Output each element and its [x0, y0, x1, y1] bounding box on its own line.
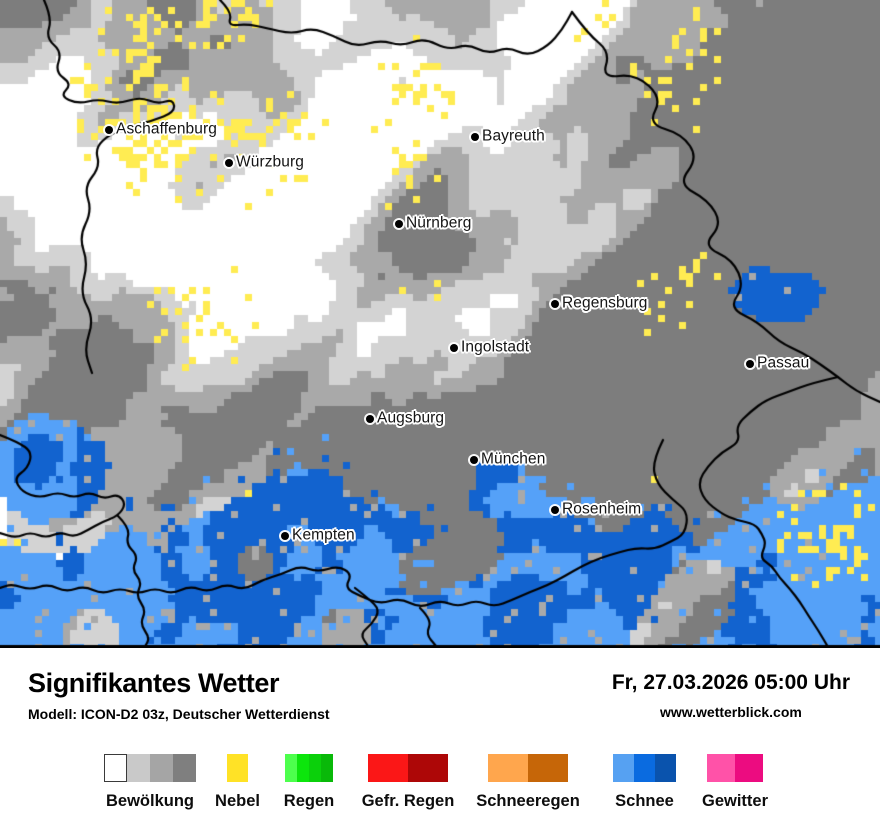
map-header: Signifikantes Wetter Modell: ICON-D2 03z… [28, 668, 850, 722]
city-label: Würzburg [236, 153, 304, 171]
city-label: Kempten [292, 526, 355, 544]
city-marker-aschaffenburg: Aschaffenburg [105, 120, 217, 137]
city-marker-rosenheim: Rosenheim [551, 500, 641, 517]
legend-swatch-row [285, 754, 333, 782]
weather-map-canvas [0, 0, 880, 648]
legend-swatch [408, 754, 448, 782]
legend-swatch [127, 754, 150, 782]
legend-swatch [104, 754, 127, 782]
header-left: Signifikantes Wetter Modell: ICON-D2 03z… [28, 668, 330, 722]
legend-label: Gefr. Regen [361, 792, 455, 810]
legend-swatch [309, 754, 321, 782]
legend-label: Gewitter [701, 792, 769, 810]
legend-swatch [707, 754, 735, 782]
legend-label: Bewölkung [105, 792, 195, 810]
legend-label: Schneeregen [476, 792, 580, 810]
legend-item-bewoelkung: Bewölkung [104, 754, 196, 810]
city-marker-kempten: Kempten [281, 526, 355, 543]
city-marker-regensburg: Regensburg [551, 294, 647, 311]
legend-swatch [227, 754, 248, 782]
legend: Bewölkung Nebel Regen Gefr. Regen Schneerege… [0, 754, 880, 824]
legend-item-schnee: Schnee [613, 754, 676, 810]
legend-swatch [368, 754, 408, 782]
legend-label: Schnee [615, 792, 674, 810]
city-marker-nuernberg: Nürnberg [395, 214, 471, 231]
header-right: Fr, 27.03.2026 05:00 Uhr www.wetterblick… [612, 668, 850, 720]
legend-item-nebel: Nebel [215, 754, 260, 810]
city-label: Ingolstadt [461, 338, 530, 356]
legend-swatch-row [707, 754, 763, 782]
city-label: München [481, 450, 546, 468]
city-marker-ingolstadt: Ingolstadt [450, 338, 529, 355]
forecast-datetime: Fr, 27.03.2026 05:00 Uhr [611, 671, 850, 694]
legend-label: Nebel [215, 792, 260, 810]
city-marker-wuerzburg: Würzburg [225, 153, 304, 170]
legend-item-gefr-regen: Gefr. Regen [362, 754, 454, 810]
legend-swatch [150, 754, 173, 782]
city-label: Aschaffenburg [116, 120, 217, 138]
legend-swatch [613, 754, 634, 782]
legend-swatch [735, 754, 763, 782]
city-label: Rosenheim [562, 500, 642, 518]
legend-swatch [173, 754, 196, 782]
legend-swatch [655, 754, 676, 782]
city-marker-augsburg: Augsburg [366, 409, 444, 426]
city-marker-passau: Passau [746, 354, 809, 371]
legend-swatch-row [613, 754, 676, 782]
legend-swatch [528, 754, 568, 782]
legend-swatch-row [104, 754, 196, 782]
page-title: Signifikantes Wetter [28, 668, 280, 698]
legend-item-regen: Regen [284, 754, 334, 810]
legend-swatch [634, 754, 655, 782]
city-marker-muenchen: München [470, 450, 545, 467]
legend-label: Regen [283, 792, 335, 810]
legend-swatch-row [368, 754, 448, 782]
weather-map: Aschaffenburg Würzburg Bayreuth Nürnberg Reg… [0, 0, 880, 648]
city-label: Regensburg [562, 294, 648, 312]
legend-item-schneeregen: Schneeregen [476, 754, 580, 810]
city-label: Passau [757, 354, 810, 372]
model-info: Modell: ICON-D2 03z, Deutscher Wetterdie… [28, 706, 330, 722]
legend-swatch [321, 754, 333, 782]
city-label: Bayreuth [482, 127, 545, 145]
city-marker-bayreuth: Bayreuth [471, 127, 545, 144]
legend-swatch [285, 754, 297, 782]
legend-swatch [488, 754, 528, 782]
city-label: Nürnberg [406, 214, 472, 232]
city-label: Augsburg [377, 409, 445, 427]
website-url: www.wetterblick.com [659, 704, 802, 720]
legend-swatch-row [488, 754, 568, 782]
legend-swatch-row [227, 754, 248, 782]
legend-item-gewitter: Gewitter [702, 754, 768, 810]
legend-swatch [297, 754, 309, 782]
